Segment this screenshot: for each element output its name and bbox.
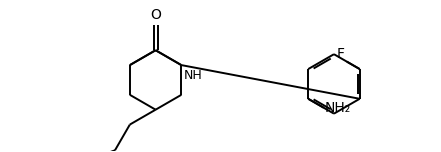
Text: NH: NH xyxy=(183,69,202,82)
Text: F: F xyxy=(337,47,345,61)
Text: NH₂: NH₂ xyxy=(325,101,351,115)
Text: O: O xyxy=(150,9,161,22)
